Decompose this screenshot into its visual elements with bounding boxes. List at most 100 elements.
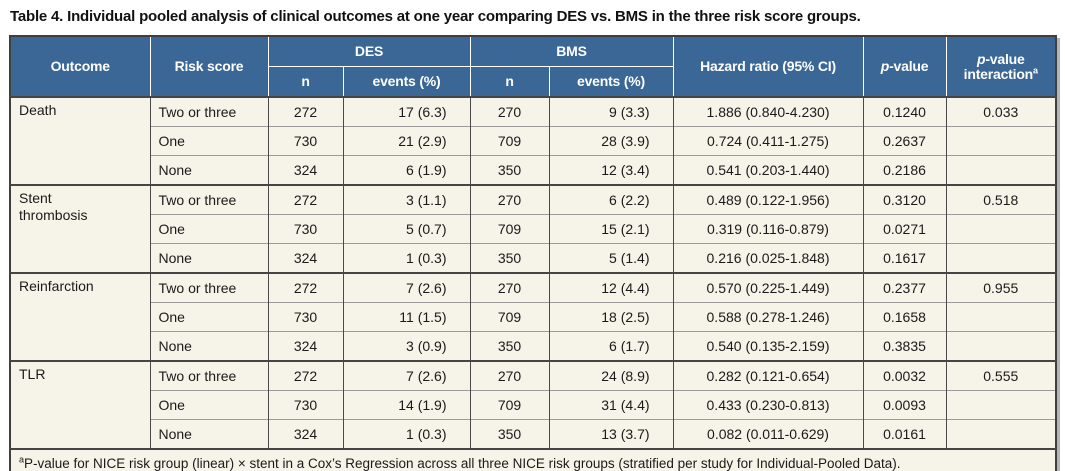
table-row: One 730 11 (1.5) 709 18 (2.5) 0.588 (0.2… xyxy=(10,302,1057,332)
risk-score-cell: Two or three xyxy=(149,360,269,391)
table-header: Outcome Risk score DES BMS Hazard ratio … xyxy=(9,35,1057,98)
col-header-n-des: n xyxy=(267,66,344,98)
des-n-cell: 730 xyxy=(267,214,344,244)
risk-score-cell: None xyxy=(149,243,269,273)
bms-n-cell: 709 xyxy=(469,390,550,420)
hazard-ratio-cell: 0.319 (0.116-0.879) xyxy=(672,214,864,244)
hazard-ratio-cell: 0.433 (0.230-0.813) xyxy=(672,390,864,420)
p-value-italic-p: p xyxy=(880,58,890,74)
bms-events-cell: 28 (3.9) xyxy=(548,126,674,156)
hazard-ratio-cell: 0.540 (0.135-2.159) xyxy=(672,331,864,361)
p-interaction-line2: interaction xyxy=(963,65,1034,82)
risk-score-cell: One xyxy=(149,302,269,332)
table-body: Death Two or three 272 17 (6.3) 270 9 (3… xyxy=(9,96,1057,471)
hazard-ratio-cell: 0.588 (0.278-1.246) xyxy=(672,302,864,332)
p-value-cell: 0.0161 xyxy=(862,419,947,449)
p-value-cell: 0.3120 xyxy=(862,184,947,215)
bms-events-cell: 12 (3.4) xyxy=(548,155,674,185)
p-value-cell: 0.1240 xyxy=(862,96,947,127)
table-row: None 324 3 (0.9) 350 6 (1.7) 0.540 (0.13… xyxy=(10,331,1057,361)
p-interaction-cell xyxy=(945,390,1057,420)
des-n-cell: 730 xyxy=(267,390,344,420)
hazard-ratio-cell: 0.489 (0.122-1.956) xyxy=(672,184,864,215)
p-interaction-rest: -value xyxy=(985,50,1025,67)
table-row: None 324 1 (0.3) 350 5 (1.4) 0.216 (0.02… xyxy=(10,243,1057,273)
risk-score-cell: Two or three xyxy=(149,184,269,215)
p-interaction-cell xyxy=(945,419,1057,449)
table-row: TLR Two or three 272 7 (2.6) 270 24 (8.9… xyxy=(9,360,1057,449)
bms-n-cell: 270 xyxy=(469,360,550,391)
des-events-cell: 21 (2.9) xyxy=(342,126,471,156)
risk-score-cell: None xyxy=(149,155,269,185)
bms-events-cell: 6 (1.7) xyxy=(548,331,674,361)
table-title: Table 4. Individual pooled analysis of c… xyxy=(10,8,861,25)
des-events-cell: 11 (1.5) xyxy=(342,302,471,332)
p-value-cell: 0.2637 xyxy=(862,126,947,156)
p-interaction-cell xyxy=(945,331,1057,361)
p-value-cell: 0.2186 xyxy=(862,155,947,185)
bms-n-cell: 350 xyxy=(469,243,550,273)
bms-events-cell: 24 (8.9) xyxy=(548,360,674,391)
p-value-cell: 0.0032 xyxy=(862,360,947,391)
bms-events-cell: 5 (1.4) xyxy=(548,243,674,273)
table-row: None 324 6 (1.9) 350 12 (3.4) 0.541 (0.2… xyxy=(10,155,1057,185)
des-events-cell: 3 (0.9) xyxy=(342,331,471,361)
des-events-cell: 7 (2.6) xyxy=(342,272,471,303)
des-n-cell: 324 xyxy=(267,243,344,273)
des-n-cell: 730 xyxy=(267,302,344,332)
bms-events-cell: 13 (3.7) xyxy=(548,419,674,449)
p-interaction-superscript: a xyxy=(1033,64,1038,75)
bms-events-cell: 6 (2.2) xyxy=(548,184,674,215)
table-row: Stent thrombosis Two or three 272 3 (1.1… xyxy=(9,184,1057,273)
outcomes-table: Outcome Risk score DES BMS Hazard ratio … xyxy=(9,35,1058,471)
table-row: One 730 5 (0.7) 709 15 (2.1) 0.319 (0.11… xyxy=(10,214,1057,244)
p-interaction-italic-p: p xyxy=(976,50,986,67)
table-row: Reinfarction Two or three 272 7 (2.6) 27… xyxy=(9,272,1057,361)
p-interaction-cell: 0.955 xyxy=(945,272,1057,303)
bms-n-cell: 350 xyxy=(469,331,550,361)
col-header-p-value-interaction: p-value interactiona xyxy=(945,35,1057,98)
hazard-ratio-cell: 0.724 (0.411-1.275) xyxy=(672,126,864,156)
des-n-cell: 272 xyxy=(267,96,344,127)
header-row-subcolumns: n events (%) n events (%) xyxy=(10,66,1056,98)
risk-score-cell: One xyxy=(149,390,269,420)
p-interaction-cell: 0.033 xyxy=(945,96,1057,127)
bms-events-cell: 31 (4.4) xyxy=(548,390,674,420)
bms-n-cell: 709 xyxy=(469,302,550,332)
hazard-ratio-cell: 0.082 (0.011-0.629) xyxy=(672,419,864,449)
p-interaction-cell xyxy=(945,214,1057,244)
bms-n-cell: 270 xyxy=(469,96,550,127)
des-n-cell: 272 xyxy=(267,184,344,215)
des-n-cell: 272 xyxy=(267,360,344,391)
bms-events-cell: 18 (2.5) xyxy=(548,302,674,332)
hazard-ratio-cell: 0.570 (0.225-1.449) xyxy=(672,272,864,303)
bms-n-cell: 709 xyxy=(469,126,550,156)
bms-n-cell: 350 xyxy=(469,419,550,449)
p-value-rest: -value xyxy=(889,58,929,74)
outcome-cell: Reinfarction xyxy=(9,272,151,361)
col-header-hazard-ratio: Hazard ratio (95% CI) xyxy=(672,35,864,98)
risk-score-cell: Two or three xyxy=(149,96,269,127)
des-n-cell: 324 xyxy=(267,155,344,185)
col-header-outcome: Outcome xyxy=(9,35,151,98)
table-row: One 730 21 (2.9) 709 28 (3.9) 0.724 (0.4… xyxy=(10,126,1057,156)
group-header-des: DES xyxy=(267,35,471,67)
col-header-risk-score: Risk score xyxy=(149,35,269,98)
p-value-cell: 0.1658 xyxy=(862,302,947,332)
p-value-cell: 0.0093 xyxy=(862,390,947,420)
bms-events-cell: 12 (4.4) xyxy=(548,272,674,303)
des-n-cell: 730 xyxy=(267,126,344,156)
footnote-superscript: a xyxy=(19,454,25,465)
outcome-cell: Stent thrombosis xyxy=(9,184,151,273)
des-events-cell: 5 (0.7) xyxy=(342,214,471,244)
p-value-cell: 0.3835 xyxy=(862,331,947,361)
des-n-cell: 324 xyxy=(267,419,344,449)
hazard-ratio-cell: 0.541 (0.203-1.440) xyxy=(672,155,864,185)
risk-score-cell: One xyxy=(149,126,269,156)
p-value-cell: 0.2377 xyxy=(862,272,947,303)
des-events-cell: 6 (1.9) xyxy=(342,155,471,185)
hazard-ratio-cell: 0.282 (0.121-0.654) xyxy=(672,360,864,391)
des-n-cell: 324 xyxy=(267,331,344,361)
hazard-ratio-cell: 1.886 (0.840-4.230) xyxy=(672,96,864,127)
des-events-cell: 3 (1.1) xyxy=(342,184,471,215)
